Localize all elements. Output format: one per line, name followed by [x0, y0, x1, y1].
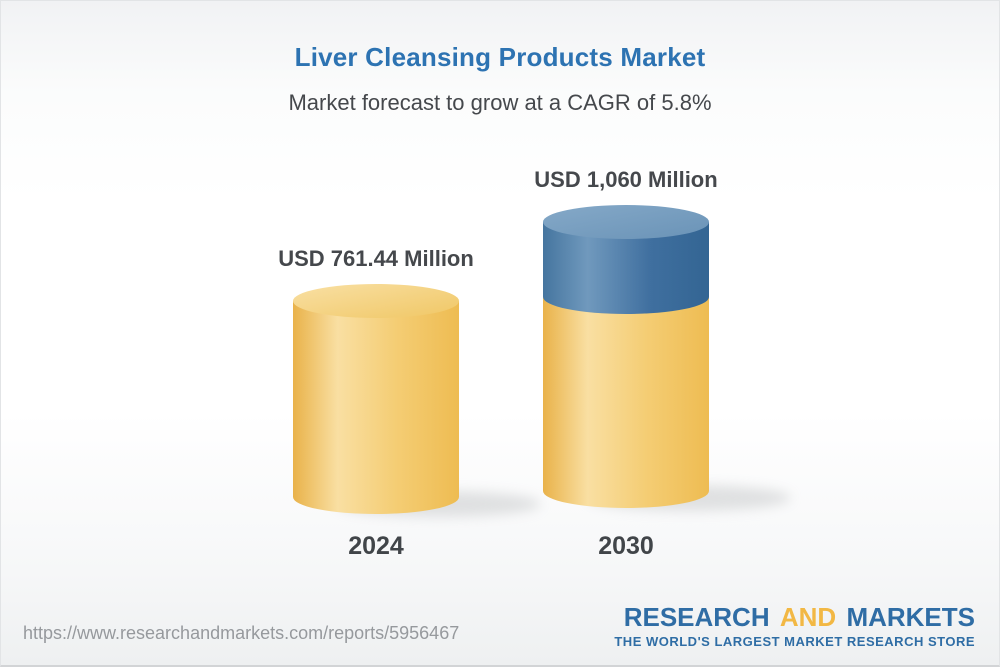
logo-tagline: THE WORLD'S LARGEST MARKET RESEARCH STOR… [614, 634, 975, 649]
logo-word-markets: MARKETS [846, 602, 975, 632]
logo-wordmark: RESEARCH AND MARKETS [614, 604, 975, 630]
category-label-2030: 2030 [598, 532, 654, 560]
cylinder-2030-base-body [543, 297, 709, 508]
value-label-2024: USD 761.44 Million [278, 246, 474, 271]
cylinder-2024 [293, 284, 541, 517]
report-url: https://www.researchandmarkets.com/repor… [23, 623, 460, 643]
research-and-markets-logo: RESEARCH AND MARKETS THE WORLD'S LARGEST… [614, 604, 975, 648]
page-title: Liver Cleansing Products Market [294, 42, 706, 72]
category-label-2024: 2024 [348, 532, 404, 560]
logo-word-research: RESEARCH [623, 602, 770, 632]
cylinder-2030 [543, 205, 791, 511]
cylinder-2024-top [293, 284, 459, 318]
cylinder-2024-body [293, 301, 459, 514]
logo-word-and: AND [779, 602, 837, 632]
page-subtitle: Market forecast to grow at a CAGR of 5.8… [288, 90, 712, 115]
cylinder-2030-growth-body [543, 222, 709, 314]
cylinder-2030-growth-top [543, 205, 709, 239]
value-label-2030: USD 1,060 Million [534, 167, 718, 192]
